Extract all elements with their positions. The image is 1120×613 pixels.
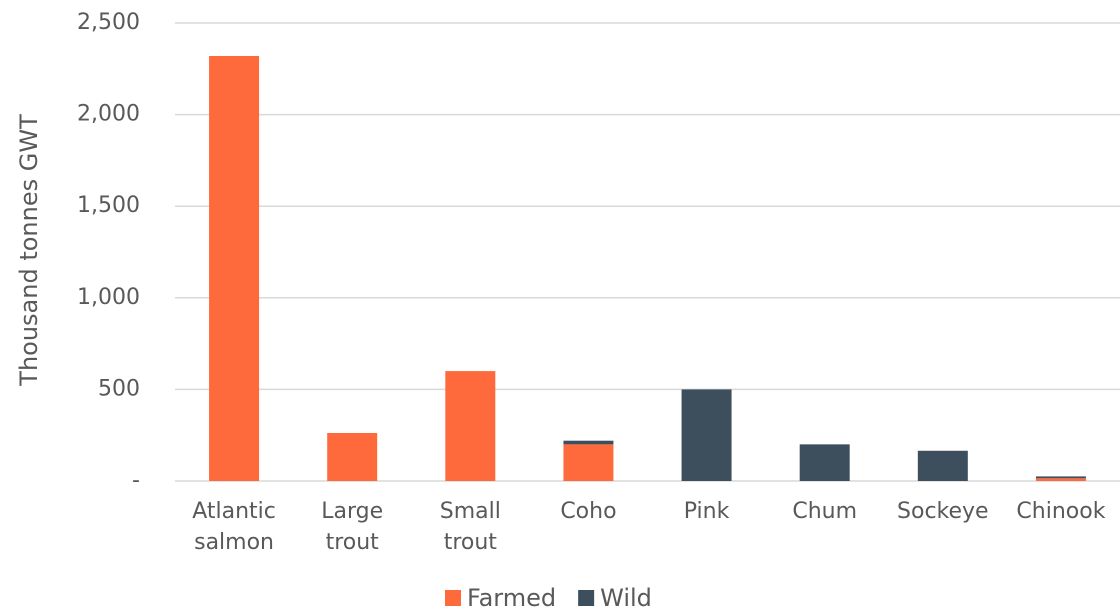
x-tick-label: Sockeye bbox=[897, 499, 989, 524]
legend-label: Wild bbox=[600, 584, 652, 612]
y-tick-label: - bbox=[132, 468, 140, 493]
bar-segment bbox=[327, 433, 378, 481]
bar-segment bbox=[917, 450, 968, 481]
x-tick-label-line: Small bbox=[440, 499, 501, 524]
y-tick-label: 1,000 bbox=[77, 285, 140, 310]
bar-segment bbox=[445, 371, 496, 481]
y-tick-label: 2,500 bbox=[77, 10, 140, 35]
x-tick-label: Pink bbox=[684, 499, 730, 524]
bar-segment bbox=[209, 55, 260, 481]
bar-segment bbox=[563, 440, 614, 445]
x-tick-label: Chum bbox=[792, 499, 857, 524]
x-tick-label-line: trout bbox=[326, 530, 380, 555]
legend-swatch bbox=[445, 590, 461, 606]
y-tick-label: 1,500 bbox=[77, 193, 140, 218]
x-tick-label-line: Large bbox=[321, 499, 383, 524]
x-tick-label: Atlantic salmon bbox=[192, 499, 276, 555]
y-tick-label: 500 bbox=[98, 376, 140, 401]
bar-segment bbox=[681, 389, 732, 481]
y-tick-label: 2,000 bbox=[77, 102, 140, 127]
legend-swatch bbox=[578, 590, 595, 606]
x-tick-label-line: trout bbox=[444, 530, 498, 555]
bar-segment bbox=[563, 444, 614, 481]
x-tick-label: Large trout bbox=[321, 499, 383, 555]
legend-label: Farmed bbox=[467, 584, 556, 612]
x-tick-label: Chinook bbox=[1016, 499, 1105, 524]
bar-segment bbox=[1035, 476, 1086, 479]
x-tick-label: Coho bbox=[560, 499, 616, 524]
x-tick-label-line: Atlantic bbox=[192, 499, 276, 524]
x-tick-label: Small trout bbox=[440, 499, 501, 555]
bar-segment bbox=[799, 444, 850, 481]
x-tick-label-line: salmon bbox=[194, 530, 274, 555]
y-axis-title: Thousand tonnes GWT bbox=[15, 114, 43, 387]
bar-segment bbox=[1035, 478, 1086, 481]
